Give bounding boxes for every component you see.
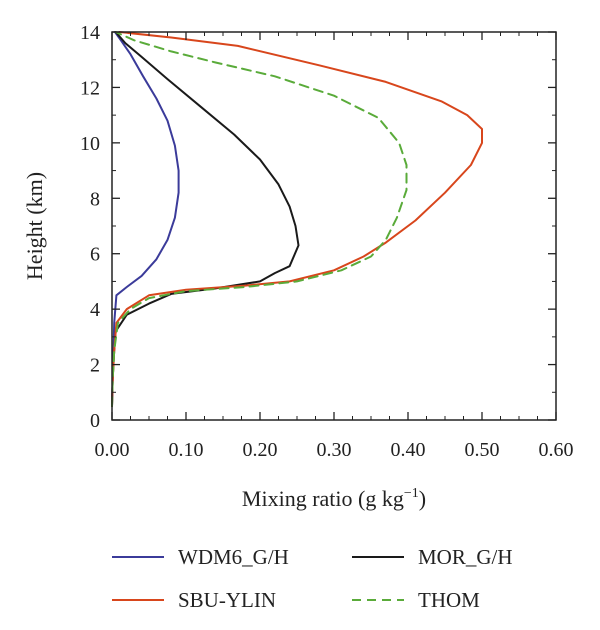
x-axis-title-main: Mixing ratio (g kg [242,486,404,511]
y-tick-label: 12 [80,77,100,99]
y-tick-label: 4 [90,299,100,321]
y-tick-label: 2 [90,355,100,377]
series-line-mor-g-h [111,31,300,408]
series-line-thom [111,31,408,408]
x-tick-label: 0.60 [539,439,574,461]
y-tick-label: 8 [90,188,100,210]
y-axis-title: Height (km) [22,172,47,280]
x-axis-title: Mixing ratio (g kg−1) [242,486,426,511]
y-tick-label: 14 [80,22,100,44]
x-tick-label: 0.20 [243,439,278,461]
x-tick-label: 0.10 [169,439,204,461]
series-line-sbu-ylin [111,31,483,408]
legend-label: WDM6_G/H [178,545,289,569]
legend: WDM6_G/H MOR_G/H SBU-YLIN THOM [112,545,513,612]
x-tick-label: 0.00 [95,439,130,461]
x-tick-label: 0.30 [317,439,352,461]
tick-layer: 0.00 0.10 0.20 0.30 0.40 0.50 0.60 0 2 4 6 8 10 12 14 [80,22,574,461]
y-tick-label: 0 [90,410,100,432]
plot-area: 0.00 0.10 0.20 0.30 0.40 0.50 0.60 0 2 4 6 8 10 12 14 [80,22,574,461]
x-axis-title-close: ) [419,486,426,511]
series-line-wdm6-g-h [111,31,180,408]
x-tick-label: 0.40 [391,439,426,461]
series-layer [111,31,483,408]
legend-label: SBU-YLIN [178,588,276,612]
y-tick-label: 10 [80,133,100,155]
legend-label: MOR_G/H [418,545,513,569]
x-tick-label: 0.50 [465,439,500,461]
x-axis-title-superscript: −1 [404,486,419,501]
y-tick-label: 6 [90,244,100,266]
legend-label: THOM [418,588,480,612]
